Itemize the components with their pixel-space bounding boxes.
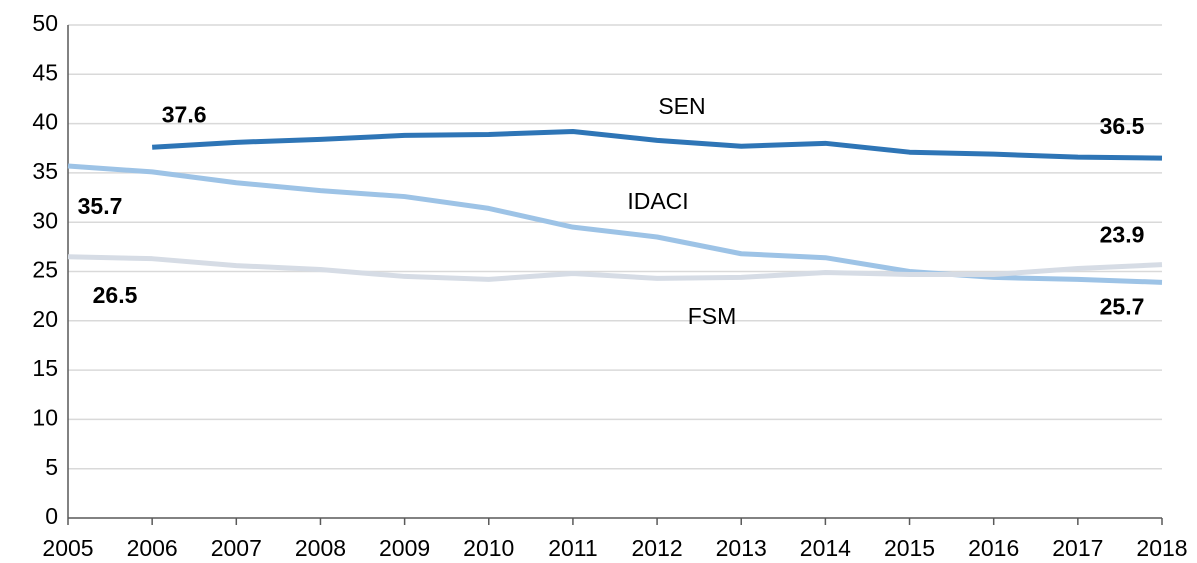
y-tick-label: 50 (32, 10, 58, 36)
y-tick-label: 0 (45, 503, 58, 529)
data-label: 26.5 (93, 282, 138, 308)
x-tick-label: 2014 (800, 535, 851, 561)
x-tick-label: 2013 (716, 535, 767, 561)
x-tick-label: 2015 (884, 535, 935, 561)
series-label: IDACI (627, 188, 688, 214)
y-tick-label: 5 (45, 454, 58, 480)
series-line (152, 128, 1163, 161)
x-tick-label: 2012 (631, 535, 682, 561)
x-tick-label: 2018 (1136, 535, 1187, 561)
x-tick-label: 2017 (1052, 535, 1103, 561)
x-tick-label: 2008 (295, 535, 346, 561)
data-label: 37.6 (162, 101, 207, 127)
data-label: 35.7 (78, 193, 123, 219)
y-tick-label: 20 (32, 306, 58, 332)
data-label: 25.7 (1100, 294, 1145, 320)
series-label: SEN (658, 93, 705, 119)
x-tick-label: 2016 (968, 535, 1019, 561)
data-label: 23.9 (1100, 221, 1145, 247)
x-tick-label: 2007 (211, 535, 262, 561)
y-tick-label: 25 (32, 257, 58, 283)
data-label: 36.5 (1100, 113, 1145, 139)
x-tick-label: 2010 (463, 535, 514, 561)
y-tick-label: 10 (32, 404, 58, 430)
x-tick-label: 2011 (548, 535, 597, 561)
series-label: FSM (688, 303, 737, 329)
x-tick-label: 2009 (379, 535, 430, 561)
y-tick-label: 45 (32, 59, 58, 85)
x-tick-label: 2006 (127, 535, 178, 561)
y-tick-label: 30 (32, 207, 58, 233)
series-line (67, 254, 1163, 282)
x-tick-label: 2005 (42, 535, 93, 561)
y-tick-label: 15 (32, 355, 58, 381)
y-tick-label: 40 (32, 109, 58, 135)
y-tick-label: 35 (32, 158, 58, 184)
